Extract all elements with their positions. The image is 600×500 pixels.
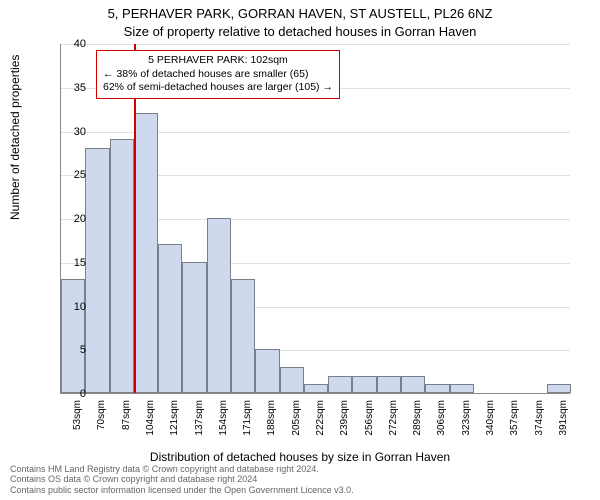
y-tick-label: 0 — [46, 388, 86, 400]
histogram-bar — [182, 262, 206, 393]
histogram-bar — [377, 376, 401, 394]
x-tick-label: 357sqm — [509, 400, 520, 440]
footer-line3: Contains public sector information licen… — [10, 485, 354, 496]
x-tick-label: 121sqm — [169, 400, 180, 440]
histogram-bar — [231, 279, 255, 393]
annotation-line3: 62% of semi-detached houses are larger (… — [103, 81, 333, 95]
x-tick-label: 222sqm — [315, 400, 326, 440]
x-tick-label: 188sqm — [266, 400, 277, 440]
annotation-line2: ← 38% of detached houses are smaller (65… — [103, 68, 333, 82]
histogram-bar — [352, 376, 376, 394]
y-tick-label: 30 — [46, 126, 86, 138]
footer-line1: Contains HM Land Registry data © Crown c… — [10, 464, 354, 475]
x-tick-label: 323sqm — [461, 400, 472, 440]
x-tick-label: 239sqm — [339, 400, 350, 440]
footer-line2: Contains OS data © Crown copyright and d… — [10, 474, 354, 485]
annotation-box: 5 PERHAVER PARK: 102sqm ← 38% of detache… — [96, 50, 340, 99]
histogram-bar — [425, 384, 449, 393]
y-tick-label: 20 — [46, 213, 86, 225]
chart-subtitle: Size of property relative to detached ho… — [0, 24, 600, 39]
x-tick-label: 137sqm — [194, 400, 205, 440]
y-tick-label: 40 — [46, 38, 86, 50]
x-tick-label: 391sqm — [558, 400, 569, 440]
x-tick-label: 256sqm — [364, 400, 375, 440]
x-tick-label: 374sqm — [534, 400, 545, 440]
histogram-bar — [255, 349, 279, 393]
x-tick-label: 171sqm — [242, 400, 253, 440]
x-tick-label: 70sqm — [96, 400, 107, 440]
y-tick-label: 15 — [46, 257, 86, 269]
x-tick-label: 340sqm — [485, 400, 496, 440]
histogram-bar — [110, 139, 134, 393]
histogram-bar — [61, 279, 85, 393]
histogram-bar — [401, 376, 425, 394]
chart-title: 5, PERHAVER PARK, GORRAN HAVEN, ST AUSTE… — [0, 6, 600, 21]
histogram-bar — [450, 384, 474, 393]
histogram-bar — [134, 113, 158, 393]
x-tick-label: 154sqm — [218, 400, 229, 440]
y-tick-label: 10 — [46, 301, 86, 313]
chart-container: 5, PERHAVER PARK, GORRAN HAVEN, ST AUSTE… — [0, 0, 600, 500]
x-axis-label: Distribution of detached houses by size … — [0, 450, 600, 464]
footer-text: Contains HM Land Registry data © Crown c… — [10, 464, 354, 496]
plot-area: 5 PERHAVER PARK: 102sqm ← 38% of detache… — [60, 44, 570, 394]
histogram-bar — [280, 367, 304, 393]
x-tick-label: 53sqm — [72, 400, 83, 440]
histogram-bar — [304, 384, 328, 393]
histogram-bar — [158, 244, 182, 393]
y-tick-label: 5 — [46, 344, 86, 356]
histogram-bar — [207, 218, 231, 393]
y-tick-label: 25 — [46, 169, 86, 181]
y-axis-label: Number of detached properties — [8, 55, 22, 220]
x-tick-label: 104sqm — [145, 400, 156, 440]
x-tick-label: 205sqm — [291, 400, 302, 440]
x-tick-label: 289sqm — [412, 400, 423, 440]
annotation-line1: 5 PERHAVER PARK: 102sqm — [103, 54, 333, 68]
histogram-bar — [547, 384, 571, 393]
gridline — [61, 44, 570, 45]
y-tick-label: 35 — [46, 82, 86, 94]
x-tick-label: 272sqm — [388, 400, 399, 440]
x-tick-label: 87sqm — [121, 400, 132, 440]
histogram-bar — [85, 148, 109, 393]
x-tick-label: 306sqm — [436, 400, 447, 440]
histogram-bar — [328, 376, 352, 394]
